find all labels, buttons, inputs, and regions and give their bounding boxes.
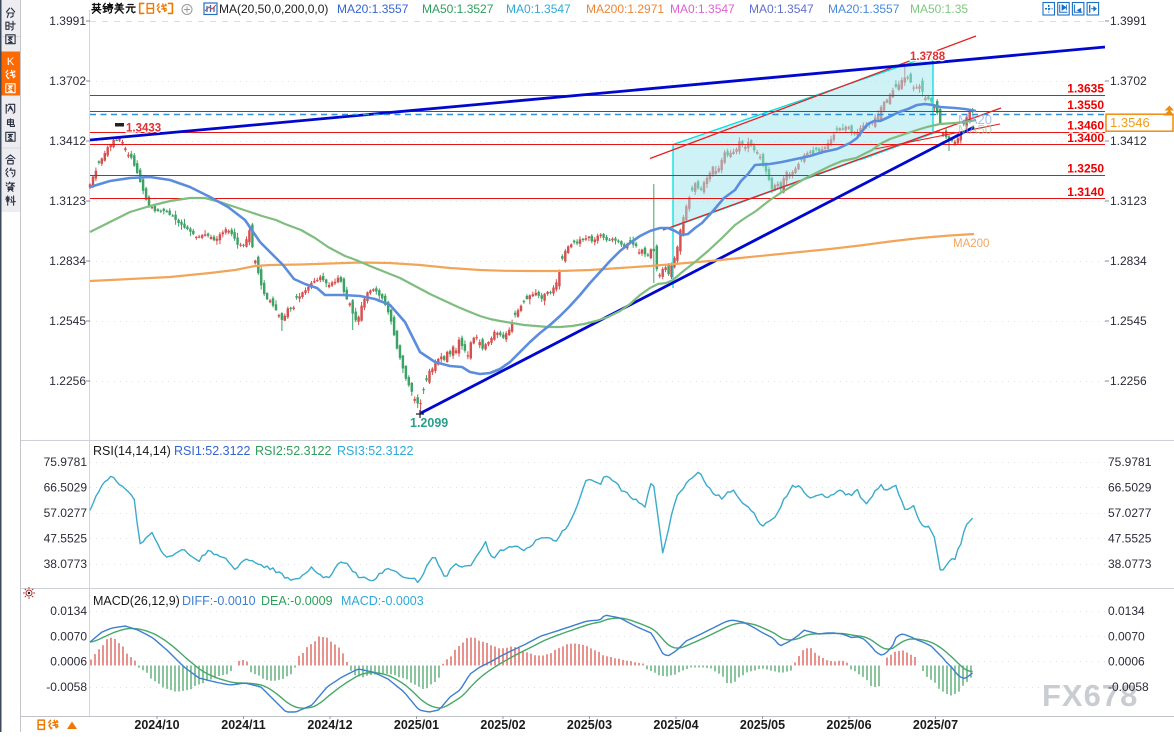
svg-text:1.2834: 1.2834 xyxy=(1110,254,1147,268)
svg-text:1.3546: 1.3546 xyxy=(1110,115,1150,130)
svg-text:75.9781: 75.9781 xyxy=(44,455,88,469)
svg-text:1.3412: 1.3412 xyxy=(49,134,86,148)
svg-text:1.2099: 1.2099 xyxy=(410,416,448,430)
svg-text:1.2834: 1.2834 xyxy=(49,254,86,268)
svg-text:1.2256: 1.2256 xyxy=(1110,374,1147,388)
svg-text:47.5525: 47.5525 xyxy=(1108,531,1152,545)
svg-text:MA20:1.3557: MA20:1.3557 xyxy=(337,2,409,16)
svg-text:2025/06: 2025/06 xyxy=(826,718,871,732)
svg-text:1.2545: 1.2545 xyxy=(1110,314,1147,328)
svg-text:K: K xyxy=(7,56,15,68)
svg-text:DEA:-0.0009: DEA:-0.0009 xyxy=(261,594,333,608)
svg-text:MA50:1.3527: MA50:1.3527 xyxy=(422,2,494,16)
svg-text:1.3702: 1.3702 xyxy=(49,74,86,88)
svg-text:0.0006: 0.0006 xyxy=(1108,655,1145,669)
svg-text:MA0:1.3547: MA0:1.3547 xyxy=(506,2,571,16)
svg-text:MA(20,50,0,200,0,0): MA(20,50,0,200,0,0) xyxy=(219,2,328,16)
svg-text:RSI1:52.3122: RSI1:52.3122 xyxy=(174,444,250,458)
svg-text:57.0277: 57.0277 xyxy=(44,506,88,520)
svg-text:RSI2:52.3122: RSI2:52.3122 xyxy=(255,444,331,458)
svg-text:0.0070: 0.0070 xyxy=(50,629,87,643)
svg-text:1.3991: 1.3991 xyxy=(49,14,86,28)
svg-text:MA0:1.3547: MA0:1.3547 xyxy=(749,2,814,16)
svg-text:0.0070: 0.0070 xyxy=(1108,629,1145,643)
svg-text:75.9781: 75.9781 xyxy=(1108,455,1152,469)
svg-text:1.3991: 1.3991 xyxy=(1110,14,1147,28)
svg-text:1.3123: 1.3123 xyxy=(1110,194,1147,208)
svg-text:MA50: MA50 xyxy=(958,122,992,137)
svg-text:38.0773: 38.0773 xyxy=(1108,557,1152,571)
svg-text:0.0134: 0.0134 xyxy=(50,604,87,618)
svg-text:1.3635: 1.3635 xyxy=(1067,82,1104,96)
svg-text:MA50:1.35: MA50:1.35 xyxy=(910,2,968,16)
svg-text:1.3400: 1.3400 xyxy=(1067,131,1104,145)
svg-text:DIFF:-0.0010: DIFF:-0.0010 xyxy=(182,594,256,608)
svg-text:1.2545: 1.2545 xyxy=(49,314,86,328)
svg-text:38.0773: 38.0773 xyxy=(44,557,88,571)
svg-text:2025/03: 2025/03 xyxy=(567,718,612,732)
svg-text:2024/12: 2024/12 xyxy=(307,718,352,732)
svg-text:RSI3:52.3122: RSI3:52.3122 xyxy=(337,444,413,458)
svg-text:47.5525: 47.5525 xyxy=(44,531,88,545)
svg-text:1.3250: 1.3250 xyxy=(1067,162,1104,176)
svg-text:1.3412: 1.3412 xyxy=(1110,134,1147,148)
svg-text:0.0134: 0.0134 xyxy=(1108,604,1145,618)
svg-text:2024/10: 2024/10 xyxy=(134,718,179,732)
svg-text:-0.0058: -0.0058 xyxy=(1108,680,1149,694)
svg-text:2025/05: 2025/05 xyxy=(740,718,785,732)
svg-text:2025/07: 2025/07 xyxy=(913,718,958,732)
svg-text:RSI(14,14,14): RSI(14,14,14) xyxy=(93,444,171,458)
svg-text:1.3788: 1.3788 xyxy=(910,51,946,63)
svg-text:MA20:1.3557: MA20:1.3557 xyxy=(828,2,900,16)
svg-text:2025/04: 2025/04 xyxy=(653,718,698,732)
svg-text:1.2256: 1.2256 xyxy=(49,374,86,388)
svg-text:0.0006: 0.0006 xyxy=(50,655,87,669)
svg-text:1.3550: 1.3550 xyxy=(1067,98,1104,112)
svg-text:MA200: MA200 xyxy=(953,238,989,250)
svg-text:MA0:1.3547: MA0:1.3547 xyxy=(670,2,735,16)
svg-text:2025/02: 2025/02 xyxy=(480,718,525,732)
svg-text:1.3140: 1.3140 xyxy=(1067,185,1104,199)
svg-text:66.5029: 66.5029 xyxy=(44,480,88,494)
svg-text:MA200:1.2971: MA200:1.2971 xyxy=(586,2,664,16)
svg-text:1.3433: 1.3433 xyxy=(126,123,161,135)
svg-text:2024/11: 2024/11 xyxy=(221,718,266,732)
svg-text:1.3702: 1.3702 xyxy=(1110,74,1147,88)
svg-text:1.3123: 1.3123 xyxy=(49,194,86,208)
svg-text:-0.0058: -0.0058 xyxy=(46,680,87,694)
svg-text:2025/01: 2025/01 xyxy=(394,718,439,732)
svg-text:MACD(26,12,9): MACD(26,12,9) xyxy=(93,594,180,608)
svg-text:66.5029: 66.5029 xyxy=(1108,480,1152,494)
svg-text:MACD:-0.0003: MACD:-0.0003 xyxy=(341,594,424,608)
svg-text:57.0277: 57.0277 xyxy=(1108,506,1152,520)
